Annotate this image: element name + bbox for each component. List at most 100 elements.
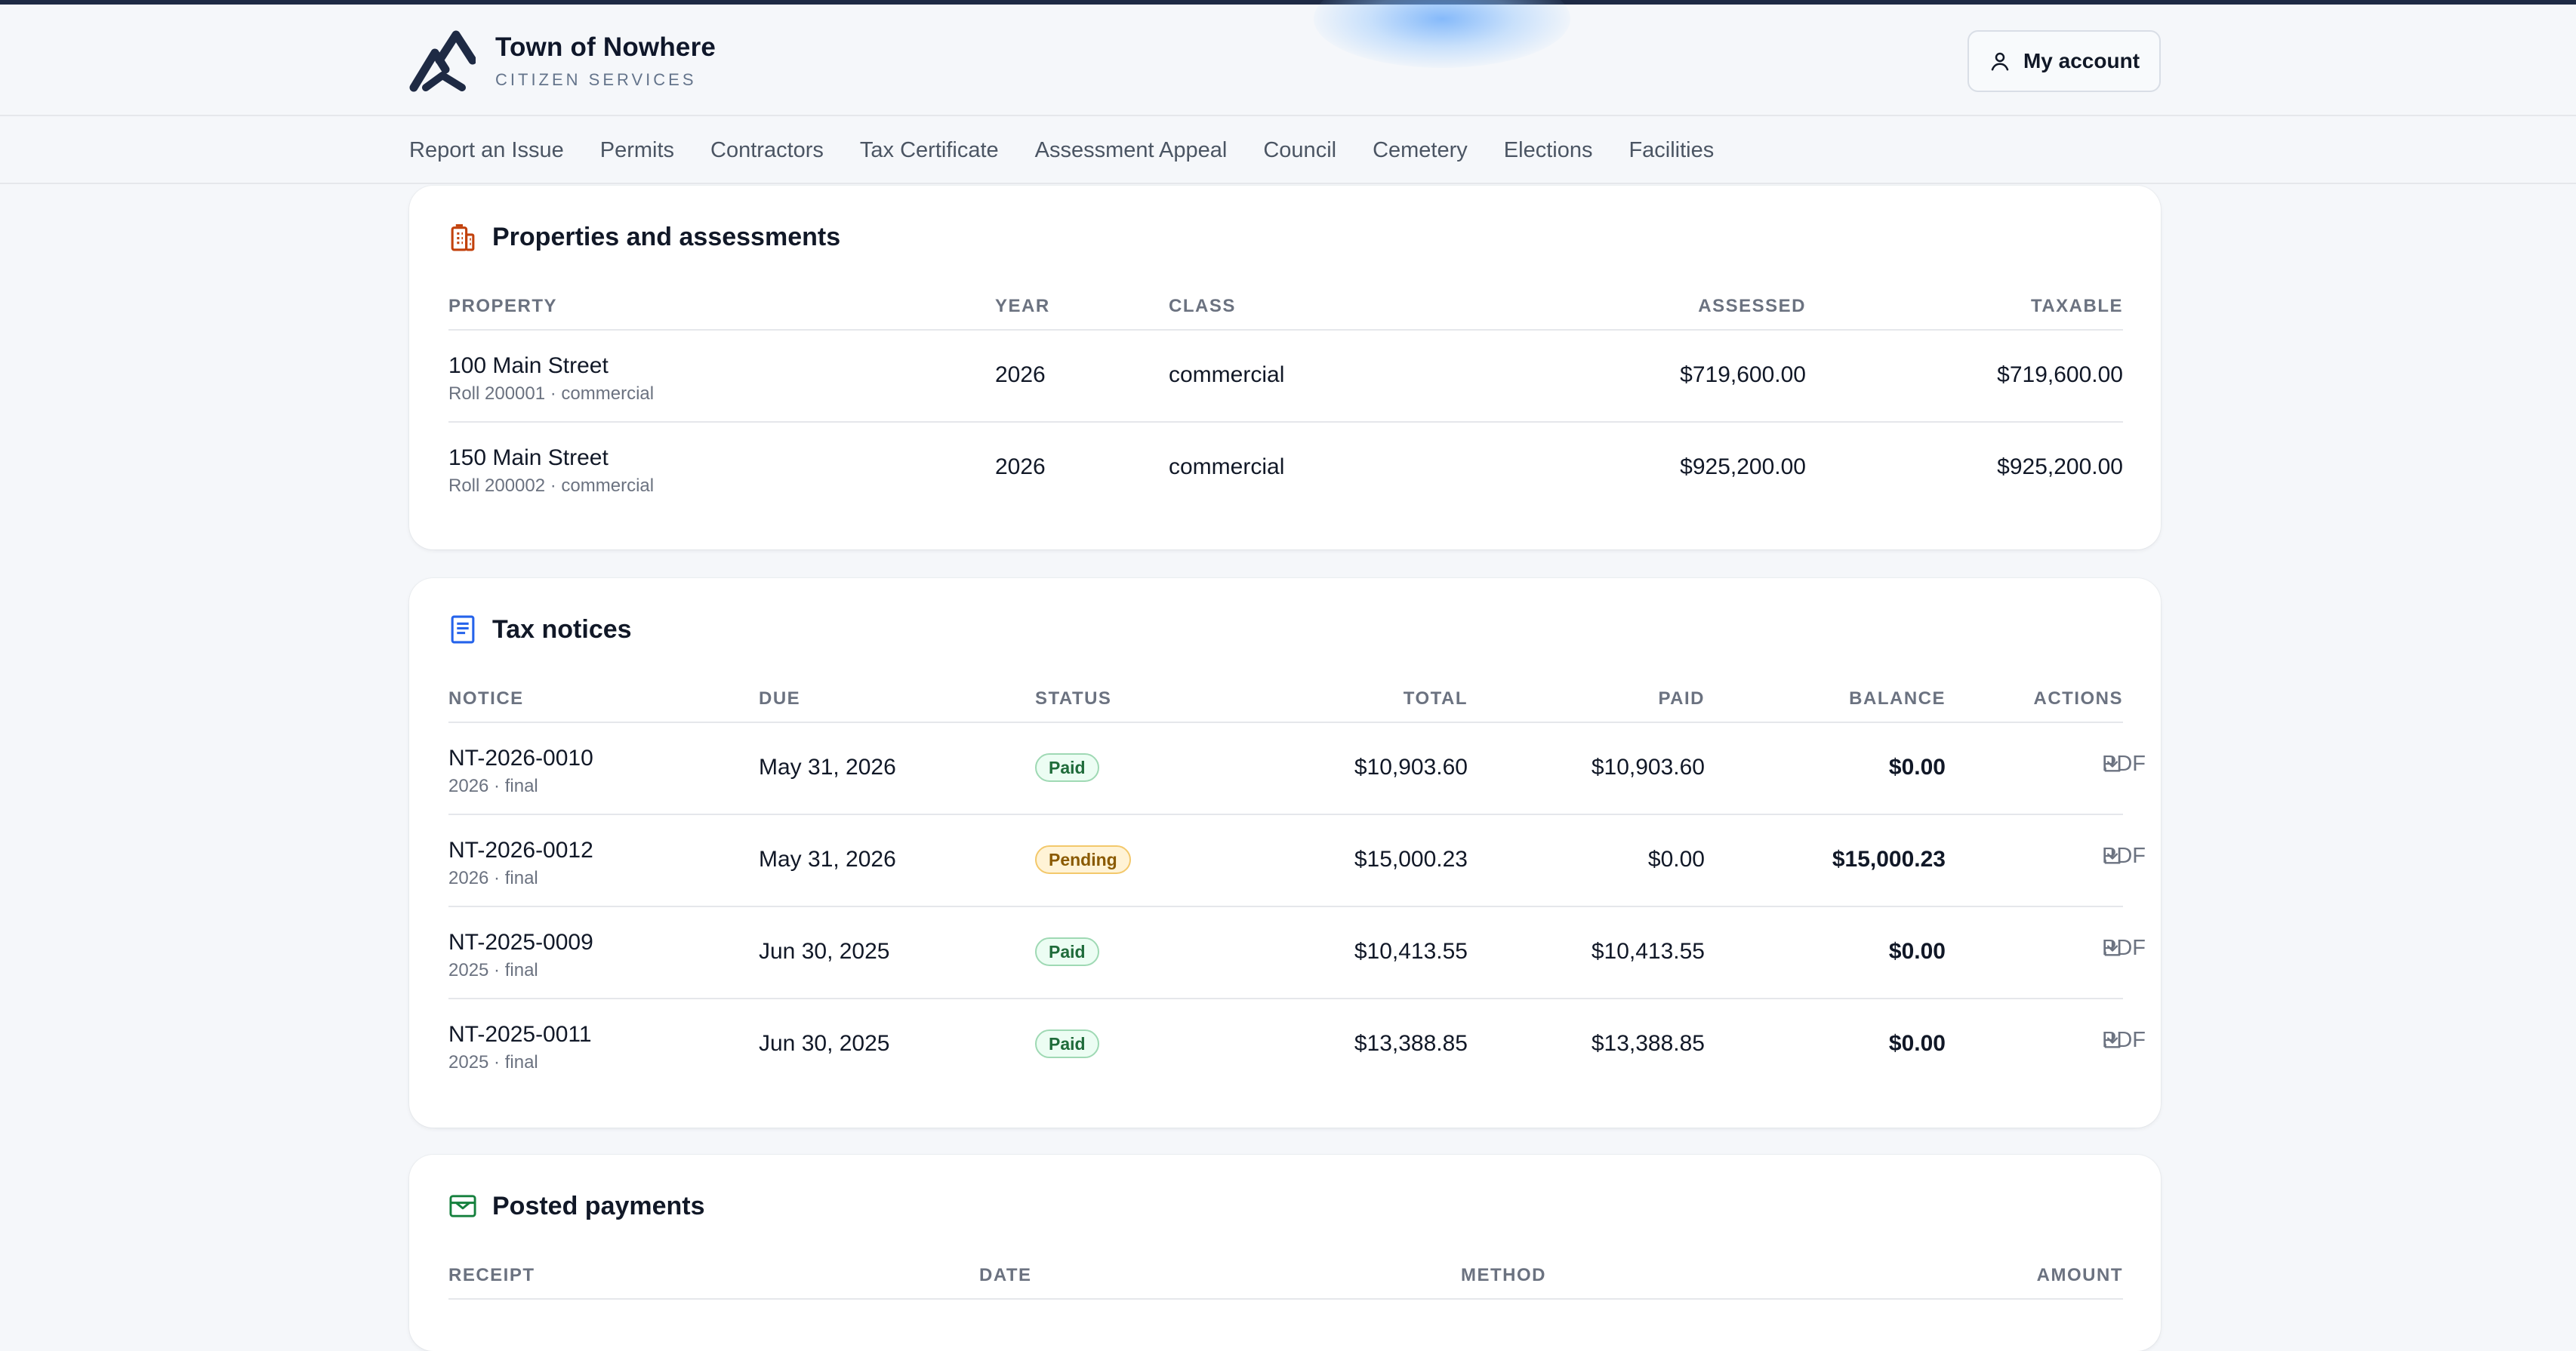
brand-title: Town of Nowhere xyxy=(495,32,716,62)
property-name: 150 Main Street xyxy=(448,445,609,470)
property-taxable: $925,200.00 xyxy=(1997,454,2123,479)
col-amount: AMOUNT xyxy=(2036,1265,2123,1285)
notice-total: $15,000.23 xyxy=(1354,847,1468,872)
notice-balance: $15,000.23 xyxy=(1832,847,1946,872)
document-icon xyxy=(451,615,475,644)
notice-id: NT-2025-0009 xyxy=(448,930,593,955)
download-icon xyxy=(2104,848,2121,864)
status-badge: Paid xyxy=(1035,937,1099,966)
properties-table-header: PROPERTY YEAR CLASS ASSESSED TAXABLE xyxy=(448,285,2123,331)
table-row[interactable]: 100 Main Street Roll 200001 · commercial… xyxy=(448,331,2123,423)
table-row[interactable]: 150 Main Street Roll 200002 · commercial… xyxy=(448,423,2123,515)
property-year: 2026 xyxy=(995,454,1046,479)
nav-assessment-appeal[interactable]: Assessment Appeal xyxy=(1034,137,1228,162)
col-assessed: ASSESSED xyxy=(1698,296,1806,316)
nav-tax-certificate[interactable]: Tax Certificate xyxy=(859,137,999,162)
notice-total: $10,413.55 xyxy=(1354,939,1468,964)
property-name: 100 Main Street xyxy=(448,353,609,378)
download-pdf-link[interactable]: PDF xyxy=(2102,1028,2146,1052)
notice-paid: $0.00 xyxy=(1647,847,1705,872)
tax-notices-title: Tax notices xyxy=(492,614,632,644)
brand[interactable]: Town of Nowhere CITIZEN SERVICES xyxy=(409,27,716,95)
property-taxable: $719,600.00 xyxy=(1997,362,2123,387)
nav-facilities[interactable]: Facilities xyxy=(1628,137,1715,162)
col-status: STATUS xyxy=(1035,688,1112,709)
col-property: PROPERTY xyxy=(448,296,558,316)
property-roll: Roll 200001 · commercial xyxy=(448,383,655,404)
town-logo-icon xyxy=(409,30,476,92)
status-badge: Paid xyxy=(1035,1029,1099,1058)
notice-paid: $13,388.85 xyxy=(1591,1031,1705,1056)
properties-card: Properties and assessments PROPERTY YEAR… xyxy=(409,186,2161,549)
notice-balance: $0.00 xyxy=(1888,755,1946,780)
notice-sub: 2025 · final xyxy=(448,1052,538,1072)
col-balance: BALANCE xyxy=(1849,688,1946,709)
pdf-label: PDF xyxy=(2102,935,2146,960)
receipt-icon xyxy=(449,1195,476,1217)
status-badge: Pending xyxy=(1035,845,1131,874)
download-icon xyxy=(2104,1032,2121,1048)
table-row[interactable]: NT-2025-0009 2025 · final Jun 30, 2025 P… xyxy=(448,907,2146,999)
brand-subtitle: CITIZEN SERVICES xyxy=(495,70,697,89)
col-paid: PAID xyxy=(1658,688,1705,709)
notice-due: Jun 30, 2025 xyxy=(759,939,890,964)
property-class: commercial xyxy=(1169,362,1285,387)
download-pdf-link[interactable]: PDF xyxy=(2102,936,2146,960)
properties-title: Properties and assessments xyxy=(492,222,841,251)
property-year: 2026 xyxy=(995,362,1046,387)
col-method: METHOD xyxy=(1461,1265,1546,1285)
download-pdf-link[interactable]: PDF xyxy=(2102,844,2146,868)
nav-elections[interactable]: Elections xyxy=(1503,137,1593,162)
notice-total: $10,903.60 xyxy=(1354,755,1468,780)
main-navigation: Report an Issue Permits Contractors Tax … xyxy=(0,116,2576,184)
property-class: commercial xyxy=(1169,454,1285,479)
property-assessed: $719,600.00 xyxy=(1680,362,1806,387)
download-pdf-link[interactable]: PDF xyxy=(2102,752,2146,776)
table-row[interactable]: NT-2026-0010 2026 · final May 31, 2026 P… xyxy=(448,723,2146,815)
notice-paid: $10,903.60 xyxy=(1591,755,1705,780)
notice-id: NT-2026-0012 xyxy=(448,838,593,863)
col-taxable: TAXABLE xyxy=(2030,296,2123,316)
property-assessed: $925,200.00 xyxy=(1680,454,1806,479)
col-year: YEAR xyxy=(995,296,1050,316)
posted-payments-card: Posted payments RECEIPT DATE METHOD AMOU… xyxy=(409,1155,2161,1351)
col-receipt: RECEIPT xyxy=(448,1265,535,1285)
top-accent-bar xyxy=(0,0,2576,5)
pdf-label: PDF xyxy=(2102,843,2146,868)
notice-due: May 31, 2026 xyxy=(759,755,896,780)
nav-council[interactable]: Council xyxy=(1263,137,1337,162)
notice-sub: 2025 · final xyxy=(448,960,538,980)
my-account-label: My account xyxy=(2023,49,2140,72)
col-date: DATE xyxy=(979,1265,1032,1285)
properties-heading: Properties and assessments xyxy=(448,222,840,252)
tax-notices-card: Tax notices NOTICE DUE STATUS TOTAL PAID… xyxy=(409,578,2161,1128)
col-class: CLASS xyxy=(1169,296,1236,316)
my-account-button[interactable]: My account xyxy=(1967,30,2161,92)
notice-due: May 31, 2026 xyxy=(759,847,896,872)
pdf-label: PDF xyxy=(2102,751,2146,776)
nav-cemetery[interactable]: Cemetery xyxy=(1373,137,1468,162)
notice-due: Jun 30, 2025 xyxy=(759,1031,890,1056)
site-header: Town of Nowhere CITIZEN SERVICES My acco… xyxy=(0,5,2576,116)
download-icon xyxy=(2104,756,2121,772)
table-row[interactable]: NT-2025-0011 2025 · final Jun 30, 2025 P… xyxy=(448,999,2146,1091)
nav-contractors[interactable]: Contractors xyxy=(710,137,824,162)
notice-total: $13,388.85 xyxy=(1354,1031,1468,1056)
notice-sub: 2026 · final xyxy=(448,868,538,888)
download-icon xyxy=(2104,940,2121,956)
property-roll: Roll 200002 · commercial xyxy=(448,475,655,496)
table-row[interactable]: NT-2026-0012 2026 · final May 31, 2026 P… xyxy=(448,815,2146,907)
notice-id: NT-2026-0010 xyxy=(448,746,593,771)
notice-balance: $0.00 xyxy=(1888,1031,1946,1056)
col-notice: NOTICE xyxy=(448,688,524,709)
col-due: DUE xyxy=(759,688,801,709)
col-actions: ACTIONS xyxy=(2033,688,2123,709)
nav-permits[interactable]: Permits xyxy=(599,137,675,162)
posted-payments-title: Posted payments xyxy=(492,1191,705,1220)
notice-id: NT-2025-0011 xyxy=(448,1022,592,1047)
nav-report-issue[interactable]: Report an Issue xyxy=(409,137,564,162)
building-icon xyxy=(451,224,475,251)
notice-paid: $10,413.55 xyxy=(1591,939,1705,964)
tax-notices-heading: Tax notices xyxy=(448,614,632,645)
posted-payments-heading: Posted payments xyxy=(448,1191,705,1221)
